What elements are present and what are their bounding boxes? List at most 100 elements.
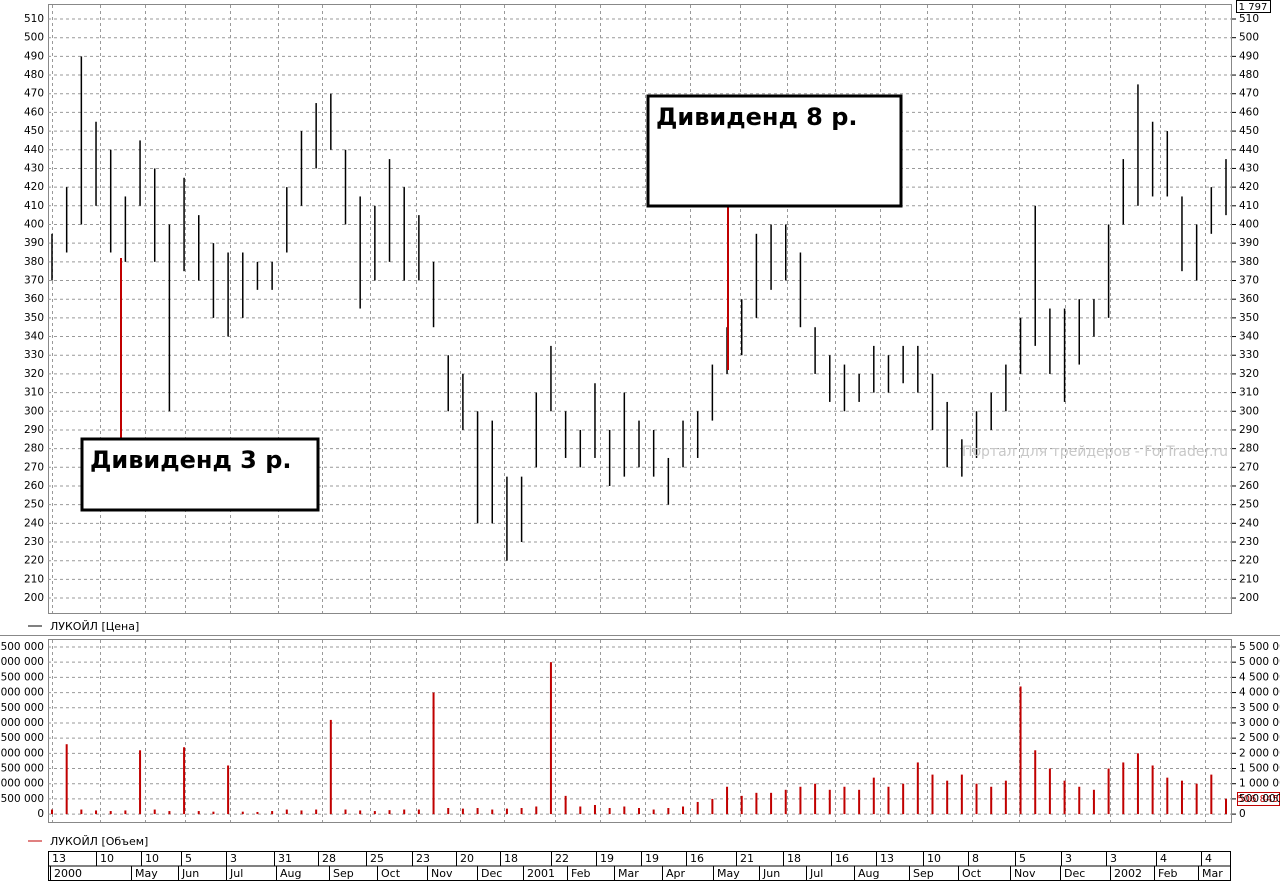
- volume-bar: [505, 808, 508, 815]
- y2-tick-label: 370: [1239, 275, 1259, 287]
- y-tick-label: 260: [24, 480, 44, 492]
- volume-bar: [315, 809, 318, 815]
- day-label: 31: [278, 852, 292, 865]
- watermark: Портал для трейдеров - ForTrader.ru: [962, 444, 1228, 460]
- day-label: 5: [1019, 852, 1026, 865]
- y2-tick-label: 2 500 000: [1239, 732, 1280, 744]
- volume-bar: [461, 808, 464, 815]
- day-label: 10: [145, 852, 159, 865]
- day-label: 10: [100, 852, 114, 865]
- annotation-text: Дивиденд 8 р.: [656, 103, 858, 131]
- y-tick-label: 3 000 000: [0, 717, 44, 729]
- volume-bar: [843, 786, 846, 815]
- volume-bar: [858, 789, 861, 815]
- y2-tick-label: 490: [1239, 50, 1259, 62]
- y-tick-label: 230: [24, 536, 44, 548]
- volume-bar: [696, 801, 699, 815]
- volume-bar: [417, 809, 420, 815]
- y-tick-label: 450: [24, 125, 44, 137]
- month-label: Feb: [571, 867, 590, 880]
- volume-bar: [784, 789, 787, 815]
- volume-bar: [902, 783, 905, 815]
- day-label: 10: [927, 852, 941, 865]
- y2-tick-label: 350: [1239, 312, 1259, 324]
- volume-bar: [1034, 750, 1037, 815]
- month-label: Sep: [913, 867, 934, 880]
- volume-bar: [329, 719, 332, 815]
- volume-bar: [476, 808, 479, 815]
- y-tick-label: 470: [24, 88, 44, 100]
- y-tick-label: 340: [24, 331, 44, 343]
- y-tick-label: 5 500 000: [0, 641, 44, 653]
- volume-bar: [388, 810, 391, 815]
- volume-bar: [168, 811, 171, 815]
- y2-tick-label: 400: [1239, 218, 1259, 230]
- volume-bar: [227, 765, 230, 815]
- volume-bar: [1195, 783, 1198, 815]
- annotation-box: [646, 94, 903, 208]
- y2-tick-label: 310: [1239, 387, 1259, 399]
- month-label: Aug: [280, 867, 301, 880]
- y2-tick-label: 390: [1239, 237, 1259, 249]
- volume-bar: [814, 783, 817, 815]
- volume-bar: [726, 786, 729, 815]
- month-label: Jul: [809, 867, 823, 880]
- month-label: Jul: [229, 867, 243, 880]
- volume-bar: [946, 780, 949, 815]
- y2-tick-label: 4 000 000: [1239, 687, 1280, 699]
- y2-tick-label: 5 000 000: [1239, 656, 1280, 668]
- volume-bar: [1151, 765, 1154, 815]
- month-label: Apr: [666, 867, 686, 880]
- y-tick-label: 200: [24, 592, 44, 604]
- volume-bar: [579, 806, 582, 815]
- y-tick-label: 2 000 000: [0, 747, 44, 759]
- volume-bar: [1092, 789, 1095, 815]
- y-tick-label: 280: [24, 443, 44, 455]
- day-label: 13: [880, 852, 894, 865]
- volume-bar: [271, 811, 274, 815]
- y2-tick-label: 0: [1239, 808, 1246, 820]
- month-label: Feb: [1158, 867, 1177, 880]
- y-tick-label: 270: [24, 461, 44, 473]
- y2-tick-label: 3 000 000: [1239, 717, 1280, 729]
- y2-tick-label: 420: [1239, 181, 1259, 193]
- y-tick-label: 4 500 000: [0, 671, 44, 683]
- y2-tick-label: 320: [1239, 368, 1259, 380]
- volume-bar: [285, 809, 288, 815]
- day-label: 16: [690, 852, 704, 865]
- volume-bar: [916, 762, 919, 815]
- y2-tick-label: 270: [1239, 461, 1259, 473]
- month-label: May: [717, 867, 740, 880]
- y-tick-label: 1 000 000: [0, 778, 44, 790]
- volume-bar: [1078, 786, 1081, 815]
- y2-tick-label: 380: [1239, 256, 1259, 268]
- volume-bar: [1210, 774, 1213, 815]
- y2-tick-label: 230: [1239, 536, 1259, 548]
- day-label: 18: [504, 852, 518, 865]
- volume-bar: [535, 806, 538, 815]
- volume-bar: [241, 811, 244, 815]
- y-tick-label: 330: [24, 349, 44, 361]
- volume-bar: [432, 692, 435, 815]
- y-tick-label: 360: [24, 293, 44, 305]
- month-label: Nov: [1014, 867, 1036, 880]
- volume-bar: [1166, 777, 1169, 815]
- month-label: Nov: [431, 867, 453, 880]
- volume-bar: [608, 808, 611, 815]
- y2-tick-label: 220: [1239, 555, 1259, 567]
- month-label: Oct: [962, 867, 982, 880]
- volume-bar: [1122, 762, 1125, 815]
- month-label: May: [135, 867, 158, 880]
- volume-bar: [755, 792, 758, 815]
- last-price-label: 1 797: [1239, 2, 1268, 13]
- volume-bar: [359, 810, 362, 815]
- price-legend: ЛУКОЙЛ [Цена]: [50, 620, 139, 633]
- y2-tick-label: 480: [1239, 69, 1259, 81]
- month-label: Aug: [858, 867, 879, 880]
- y-tick-label: 310: [24, 387, 44, 399]
- day-label: 13: [52, 852, 66, 865]
- y2-tick-label: 5 500 000: [1239, 641, 1280, 653]
- volume-bar: [183, 747, 186, 815]
- y-tick-label: 220: [24, 555, 44, 567]
